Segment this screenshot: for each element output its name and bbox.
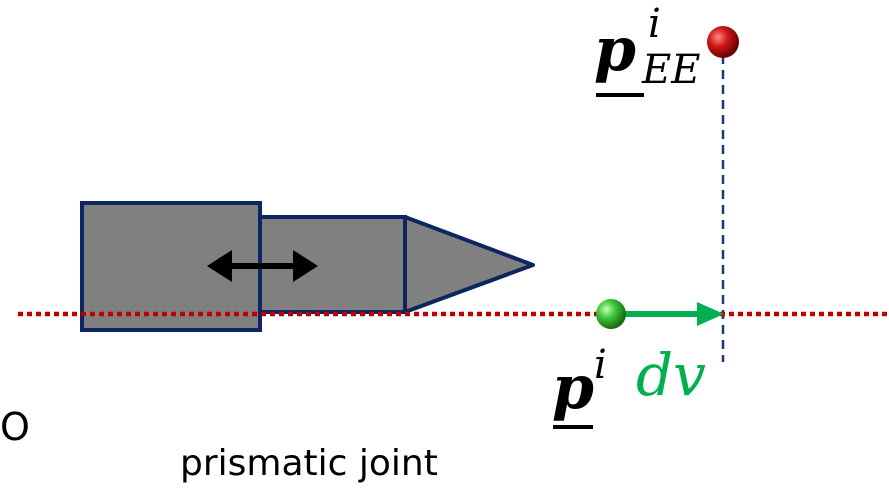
joint-tip-cone [403,215,535,314]
p-ee-superscript: i [648,1,661,47]
dv-vector-arrow [612,302,724,326]
p-ee-symbol: p [594,15,636,85]
p-symbol: p [552,353,594,423]
bidirectional-arrow-icon [207,250,318,282]
p-ee-subscript: EE [642,47,701,93]
p-superscript: i [594,342,607,388]
joint-position-point [596,299,626,329]
end-effector-point [707,26,739,58]
origin-label: O [0,405,30,449]
caption-text: prismatic joint [180,443,438,484]
dv-label: dv [636,341,706,409]
p-underline [553,425,593,429]
p-ee-underline [596,93,644,97]
